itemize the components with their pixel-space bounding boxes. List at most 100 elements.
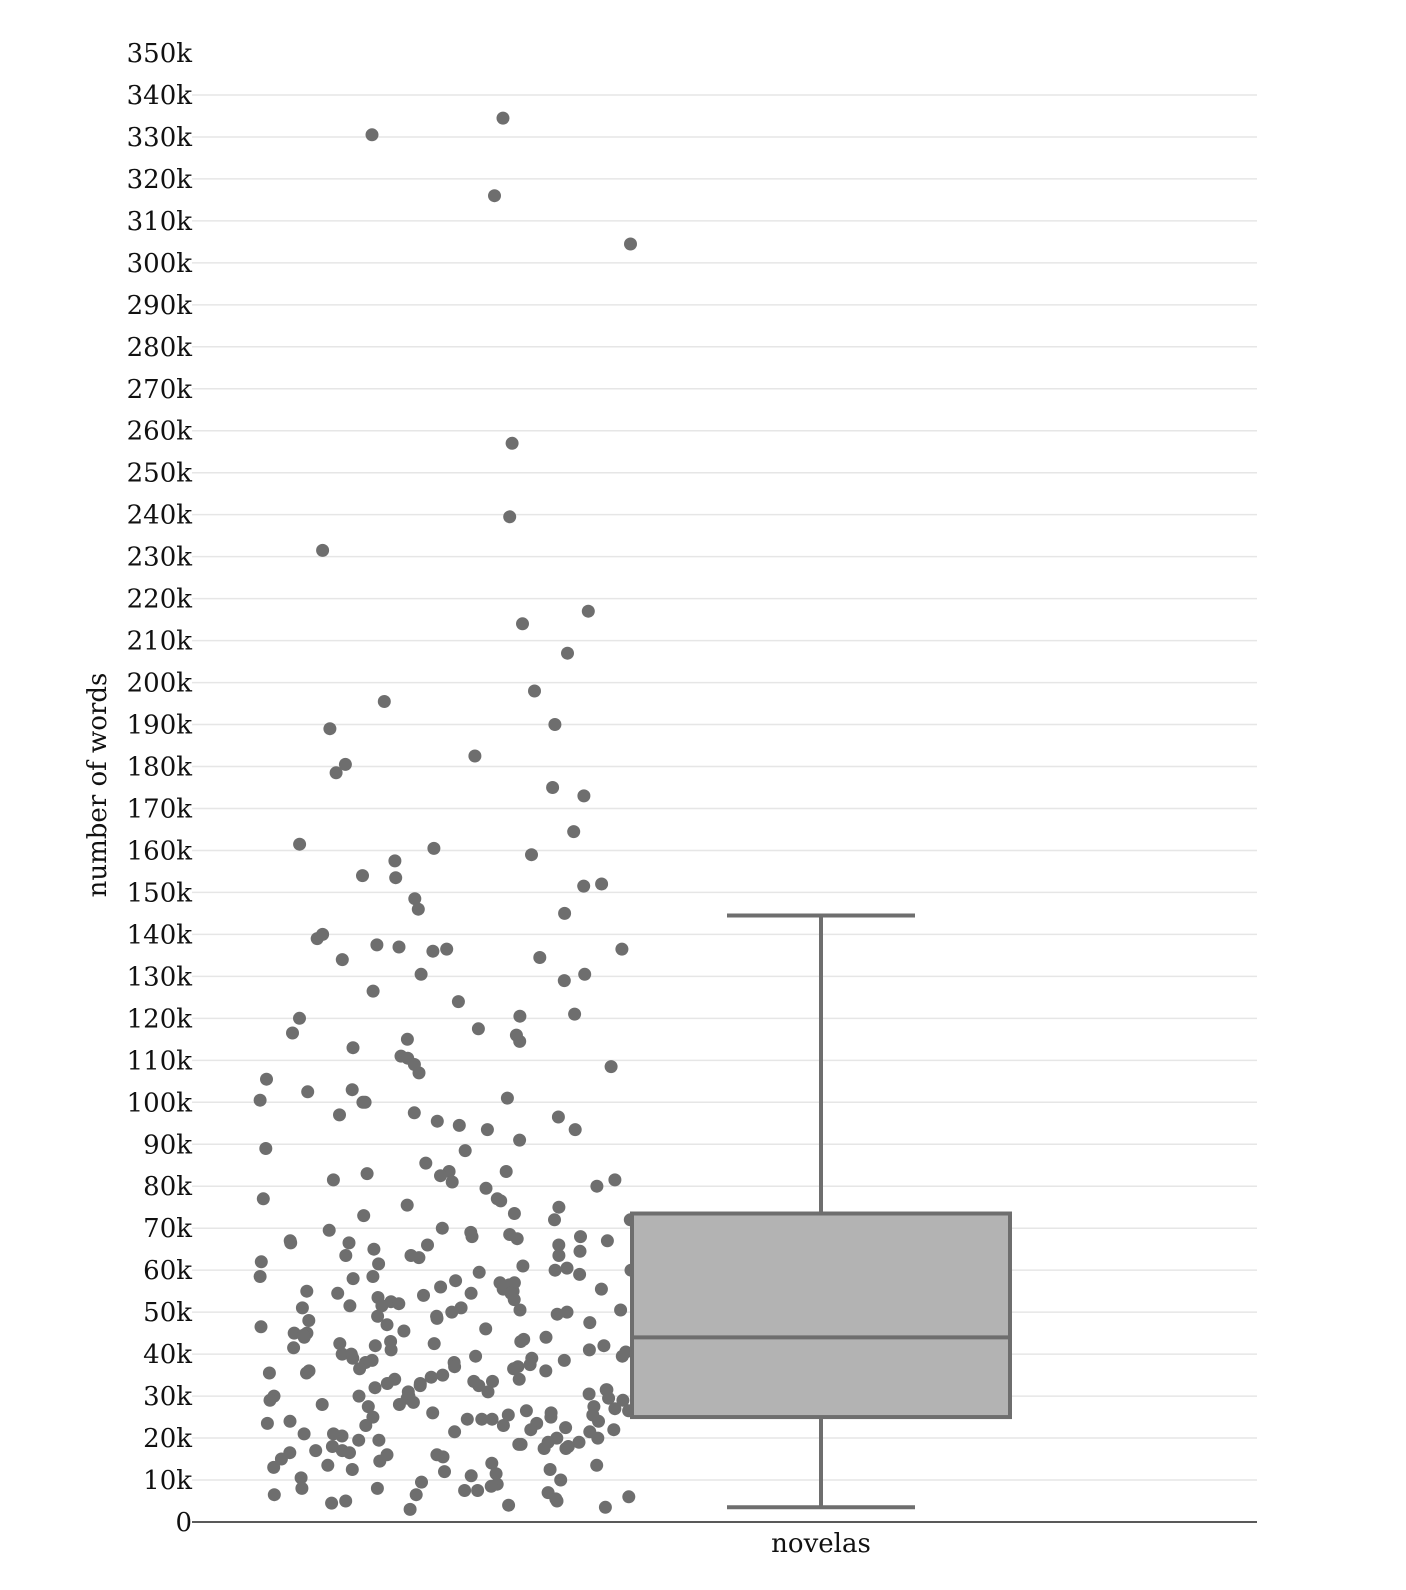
data-point <box>359 1419 373 1432</box>
data-point <box>335 1429 349 1443</box>
data-point <box>598 1500 612 1514</box>
y-tick-label: 40k <box>143 1340 192 1370</box>
y-tick-label: 140k <box>127 920 193 950</box>
data-point <box>464 1469 478 1483</box>
data-point <box>325 1496 339 1510</box>
data-point <box>339 1494 353 1508</box>
data-point <box>551 1110 565 1124</box>
data-point <box>544 1410 558 1424</box>
data-point <box>622 1490 636 1504</box>
data-point <box>458 1484 472 1497</box>
data-point <box>253 1093 267 1107</box>
data-point <box>293 837 307 851</box>
gridlines <box>192 94 1257 1481</box>
y-tick-label: 190k <box>127 711 193 741</box>
data-point <box>472 1265 486 1279</box>
data-point <box>353 1362 367 1376</box>
data-point <box>342 1236 356 1250</box>
data-point <box>539 1364 553 1378</box>
data-point <box>560 1305 574 1319</box>
data-point <box>380 1377 394 1390</box>
data-point <box>259 1142 273 1155</box>
data-point <box>424 1370 438 1384</box>
data-point <box>501 1408 515 1422</box>
data-point <box>375 1299 389 1313</box>
y-tick-label: 80k <box>143 1172 192 1202</box>
data-point <box>346 1041 360 1055</box>
data-point <box>513 1034 527 1048</box>
data-point <box>550 1307 564 1321</box>
data-point <box>514 1437 528 1451</box>
data-point <box>297 1330 311 1344</box>
data-point <box>465 1230 479 1244</box>
data-point <box>464 1286 478 1300</box>
data-point <box>367 1242 381 1256</box>
data-point <box>283 1414 297 1428</box>
data-point <box>411 902 425 916</box>
data-point <box>503 510 517 524</box>
data-point <box>434 1280 448 1294</box>
y-tick-label: 160k <box>127 836 193 866</box>
data-point <box>561 646 574 660</box>
data-point <box>357 1209 371 1223</box>
data-point <box>481 1385 495 1399</box>
data-point <box>331 1286 345 1300</box>
data-point <box>602 1391 616 1405</box>
data-point <box>513 1133 527 1147</box>
data-point <box>615 1349 629 1363</box>
data-point <box>361 1400 375 1414</box>
data-point <box>366 984 380 998</box>
data-point <box>426 944 440 958</box>
jitter-points <box>253 111 638 1516</box>
data-point <box>368 1339 382 1353</box>
data-point <box>345 1463 359 1476</box>
data-point <box>615 942 629 956</box>
data-point <box>370 1481 384 1495</box>
data-point <box>368 1381 382 1395</box>
data-point <box>524 1423 538 1437</box>
y-tick-label: 100k <box>127 1088 193 1118</box>
data-point <box>614 1303 628 1317</box>
y-tick-label: 120k <box>127 1004 193 1034</box>
y-tick-label: 310k <box>127 207 193 237</box>
data-point <box>300 1284 314 1298</box>
data-point <box>295 1481 309 1495</box>
data-point <box>451 995 465 1009</box>
x-axis: novelas <box>192 1521 1257 1559</box>
data-point <box>595 877 609 891</box>
data-point <box>343 1446 356 1460</box>
data-point <box>573 1244 587 1258</box>
data-point <box>573 1267 587 1281</box>
data-point <box>500 1091 514 1105</box>
data-point <box>552 1249 566 1262</box>
data-point <box>339 1249 353 1262</box>
data-point <box>502 1498 516 1512</box>
data-point <box>499 1165 513 1178</box>
data-point <box>505 436 519 450</box>
data-point <box>321 1458 335 1472</box>
data-point <box>519 1404 533 1418</box>
data-point <box>380 1318 394 1332</box>
data-point <box>293 1011 306 1025</box>
data-point <box>346 1272 360 1286</box>
data-point <box>356 869 369 883</box>
data-point <box>413 1379 427 1393</box>
data-point <box>408 892 422 906</box>
data-point <box>496 1419 510 1432</box>
data-point <box>377 695 391 708</box>
data-point <box>539 1330 553 1344</box>
data-point <box>338 757 352 771</box>
data-point <box>513 1009 527 1023</box>
data-point <box>597 1339 611 1353</box>
y-tick-label: 50k <box>143 1298 192 1328</box>
data-point <box>486 1374 499 1388</box>
y-tick-label: 130k <box>127 962 193 992</box>
data-point <box>577 789 591 803</box>
data-point <box>488 189 501 203</box>
data-point <box>577 879 591 893</box>
data-point <box>438 1465 451 1479</box>
data-point <box>472 1379 486 1393</box>
data-point <box>372 1433 386 1447</box>
data-point <box>548 718 562 731</box>
